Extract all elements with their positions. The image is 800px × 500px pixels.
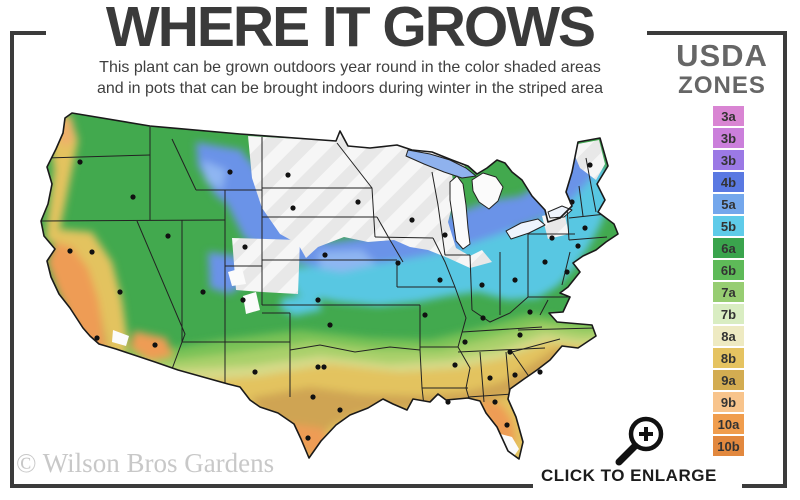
legend-title: USDA ZONES bbox=[660, 40, 784, 98]
zone-swatch-3: 4b bbox=[713, 172, 744, 192]
zone-swatch-6: 6a bbox=[713, 238, 744, 258]
zone-swatch-4: 5a bbox=[713, 194, 744, 214]
zone-swatch-12: 9a bbox=[713, 370, 744, 390]
frame-bottom-gap bbox=[533, 482, 742, 493]
legend-title-zones: ZONES bbox=[678, 72, 766, 99]
zone-swatch-14: 10a bbox=[713, 414, 744, 434]
great-lakes bbox=[405, 149, 573, 250]
zone-swatch-2: 3b bbox=[713, 150, 744, 170]
zone-swatch-15: 10b bbox=[713, 436, 744, 456]
city-dots bbox=[67, 159, 593, 441]
usda-zones-legend: 3a 3b 3b 4b 5a 5b 6a 6b 7a 7b 8a 8b 9a 9b 10a 10b bbox=[713, 106, 744, 458]
page-title: WHERE IT GROWS bbox=[105, 0, 596, 59]
zone-swatch-9: 7b bbox=[713, 304, 744, 324]
zone-swatch-1: 3b bbox=[713, 128, 744, 148]
frame-top-gap bbox=[46, 28, 647, 38]
zone-swatch-13: 9b bbox=[713, 392, 744, 412]
zone-swatch-11: 8b bbox=[713, 348, 744, 368]
zone-swatch-8: 7a bbox=[713, 282, 744, 302]
us-outline bbox=[40, 112, 619, 460]
zone-swatch-5: 5b bbox=[713, 216, 744, 236]
subtitle-line-1: This plant can be grown outdoors year ro… bbox=[99, 59, 601, 76]
subtitle: This plant can be grown outdoors year ro… bbox=[0, 57, 700, 99]
zone-swatch-0: 3a bbox=[713, 106, 744, 126]
usda-zones-map[interactable] bbox=[10, 100, 650, 488]
magnifier-plus-icon[interactable] bbox=[610, 405, 678, 469]
legend-title-usda: USDA bbox=[676, 38, 768, 73]
zone-swatch-7: 6b bbox=[713, 260, 744, 280]
zone-swatch-10: 8a bbox=[713, 326, 744, 346]
watermark: © Wilson Bros Gardens bbox=[16, 448, 275, 478]
zone-shading bbox=[41, 113, 618, 459]
subtitle-line-2: and in pots that can be brought indoors … bbox=[96, 80, 604, 97]
click-to-enlarge-label[interactable]: CLICK TO ENLARGE bbox=[541, 466, 717, 485]
